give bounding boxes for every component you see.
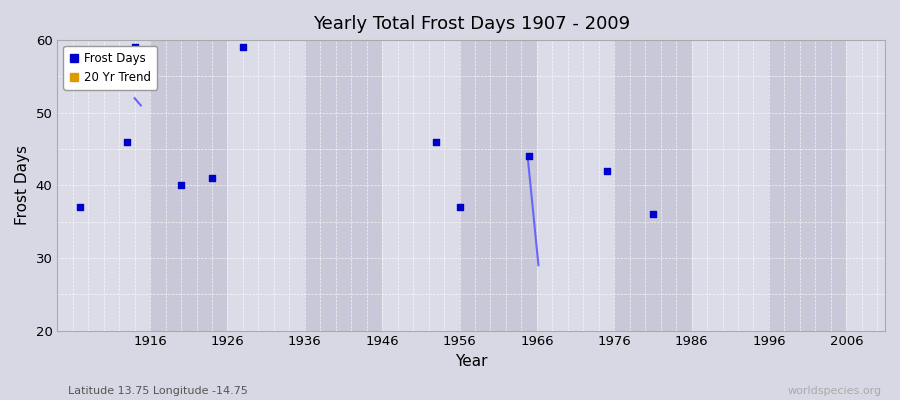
Point bbox=[73, 204, 87, 210]
Text: Latitude 13.75 Longitude -14.75: Latitude 13.75 Longitude -14.75 bbox=[68, 386, 248, 396]
Point bbox=[128, 44, 142, 50]
Point bbox=[205, 175, 220, 181]
Bar bbox=[58, 40, 150, 330]
Point bbox=[453, 204, 467, 210]
Bar bbox=[691, 40, 769, 330]
Point bbox=[120, 138, 134, 145]
Point bbox=[236, 44, 250, 50]
Bar bbox=[769, 40, 846, 330]
Point bbox=[599, 168, 614, 174]
Point bbox=[645, 211, 660, 218]
Title: Yearly Total Frost Days 1907 - 2009: Yearly Total Frost Days 1907 - 2009 bbox=[312, 15, 630, 33]
Bar bbox=[846, 40, 885, 330]
Bar bbox=[537, 40, 615, 330]
Point bbox=[174, 182, 188, 188]
Text: worldspecies.org: worldspecies.org bbox=[788, 386, 882, 396]
Bar bbox=[460, 40, 537, 330]
Y-axis label: Frost Days: Frost Days bbox=[15, 145, 30, 225]
Legend: Frost Days, 20 Yr Trend: Frost Days, 20 Yr Trend bbox=[63, 46, 158, 90]
Bar bbox=[305, 40, 382, 330]
Bar bbox=[150, 40, 228, 330]
X-axis label: Year: Year bbox=[454, 354, 488, 369]
Point bbox=[429, 138, 444, 145]
Bar bbox=[615, 40, 691, 330]
Bar bbox=[228, 40, 305, 330]
Bar bbox=[382, 40, 460, 330]
Point bbox=[522, 153, 536, 160]
